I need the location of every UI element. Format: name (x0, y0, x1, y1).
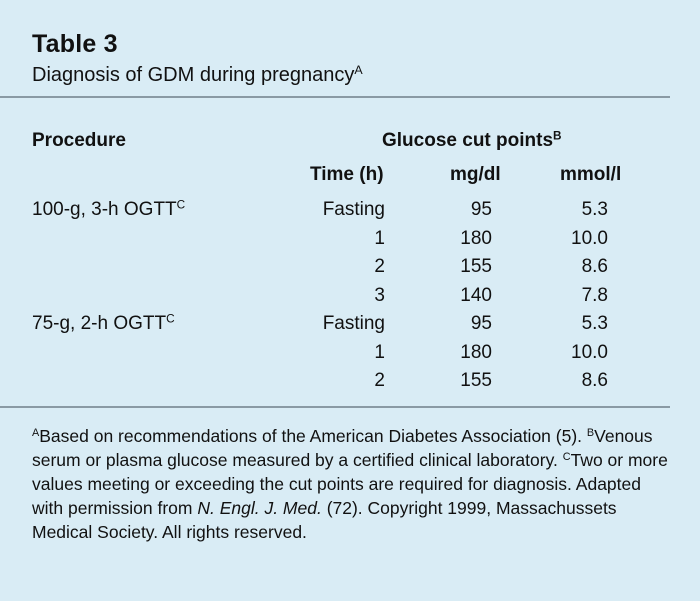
procedure-text: 100-g, 3-h OGTT (32, 199, 177, 220)
top-rule (0, 96, 670, 98)
caption-text: Diagnosis of GDM during pregnancy (32, 64, 355, 86)
caption-note: A (354, 63, 363, 78)
row-time: 2 (374, 256, 385, 277)
row-mgdl: 155 (460, 370, 492, 391)
footnote-b-text: Venous serum or plasma glucose measured … (32, 426, 653, 470)
row-mgdl: 180 (460, 227, 492, 249)
row-mgdl: 155 (460, 256, 492, 277)
row-mmol: 10.0 (571, 227, 608, 249)
row-mgdl: 95 (470, 313, 492, 334)
row-mmol: 5.3 (581, 313, 608, 334)
table-caption: Diagnosis of GDM during pregnancyA (32, 64, 363, 87)
procedure-note: C (166, 312, 175, 326)
footnote-b-mark: B (586, 427, 595, 440)
row-mgdl: 180 (460, 341, 492, 363)
header-group-text: Glucose cut points (382, 130, 554, 151)
row-mmol: 10.0 (571, 341, 608, 363)
footnotes: ABased on recommendations of the America… (32, 424, 672, 544)
row-time: 1 (374, 341, 385, 363)
row-time: 1 (374, 227, 385, 249)
row-mmol: 8.6 (581, 256, 608, 277)
header-group-note: B (553, 129, 562, 143)
row-time: Fasting (322, 313, 385, 334)
procedure-note: C (176, 198, 186, 212)
header-mmol: mmol/l (560, 164, 622, 185)
row-mmol: 7.8 (581, 284, 608, 306)
table-title: Table 3 (32, 30, 118, 58)
row-mgdl: 140 (460, 284, 492, 306)
footnote-c-mark: C (562, 451, 571, 464)
footnote-c-text: Two or more values meeting or exceeding … (32, 450, 668, 518)
row-mmol: 5.3 (581, 199, 608, 220)
header-mgdl: mg/dl (450, 164, 501, 185)
row-mmol: 8.6 (581, 370, 608, 391)
row-time: 2 (374, 370, 385, 391)
footnote-a-mark: A (32, 427, 40, 440)
header-time: Time (h) (310, 164, 384, 185)
header-procedure: Procedure (32, 130, 126, 151)
row-time: Fasting (322, 199, 385, 220)
bottom-rule (0, 406, 670, 408)
row-mgdl: 95 (470, 199, 492, 220)
footnote-journal: N. Engl. J. Med. (197, 498, 322, 518)
procedure-text: 75-g, 2-h OGTT (32, 313, 167, 334)
footnote-a-text: Based on recommendations of the American… (39, 426, 587, 446)
row-time: 3 (374, 284, 385, 306)
header-glucose-cut-points: Glucose cut pointsB (382, 130, 562, 152)
row-procedure: 100-g, 3-h OGTTC (32, 199, 185, 221)
row-procedure: 75-g, 2-h OGTTC (32, 313, 175, 335)
footnote-rest: (72). Copyright 1999, Massachussets Medi… (32, 498, 617, 542)
